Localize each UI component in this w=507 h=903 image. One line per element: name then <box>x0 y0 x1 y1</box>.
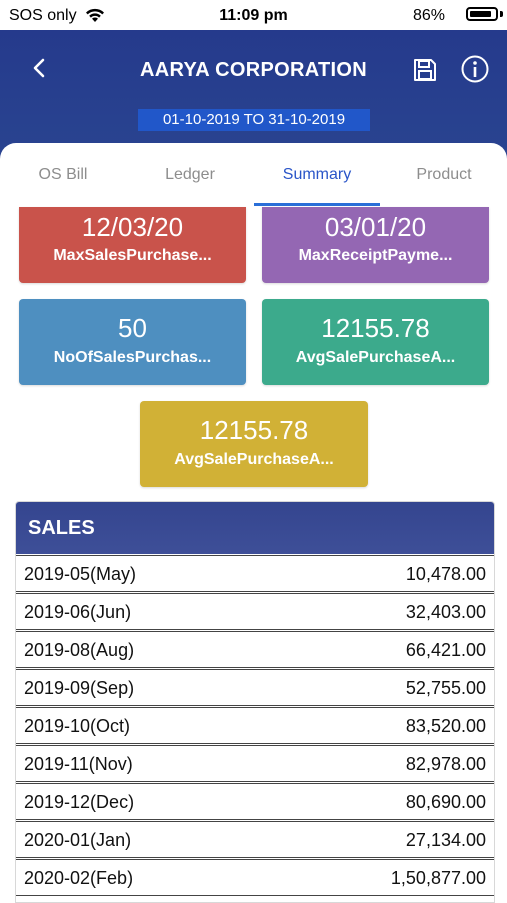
row-period: 2019-05(May) <box>24 564 137 584</box>
tab-bar: OS Bill Ledger Summary Product <box>0 143 507 207</box>
sales-table: SALES 2019-05(May) 10,478.00 2019-06(Jun) 3… <box>15 501 495 903</box>
row-amount: 80,690.00 <box>405 792 486 812</box>
avg-sale-purchase-tile[interactable]: 12155.78 AvgSalePurchaseA... <box>262 299 489 385</box>
row-period: 2019-11(Nov) <box>24 754 133 774</box>
row-amount: 82,978.00 <box>405 754 486 774</box>
table-row[interactable]: 2020-01(Jan) 27,134.00 <box>16 821 494 858</box>
row-amount: 66,421.00 <box>405 640 486 660</box>
tile-label: AvgSalePurchaseA... <box>174 451 334 468</box>
table-row[interactable]: 2019-09(Sep) 52,755.00 <box>16 669 494 706</box>
tile-value: 12155.78 <box>199 415 309 445</box>
tab-summary[interactable]: Summary <box>282 166 352 183</box>
wifi-icon <box>86 8 104 22</box>
sales-title: SALES <box>16 502 494 554</box>
tile-label: MaxReceiptPayme... <box>298 247 453 264</box>
clock: 11:09 pm <box>219 7 288 24</box>
active-tab-indicator <box>254 203 380 206</box>
table-row[interactable]: 2019-06(Jun) 32,403.00 <box>16 593 494 630</box>
tile-value: 03/01/20 <box>324 212 427 242</box>
sales-rows: 2019-05(May) 10,478.00 2019-06(Jun) 32,403.… <box>16 555 494 897</box>
table-row[interactable]: 2019-05(May) 10,478.00 <box>16 555 494 592</box>
tile-label: MaxSalesPurchase... <box>53 247 212 264</box>
row-amount: 1,50,877.00 <box>390 868 486 888</box>
battery-icon <box>466 7 498 21</box>
info-icon[interactable] <box>460 54 490 84</box>
tile-value: 12/03/20 <box>81 212 184 242</box>
table-row[interactable]: 2019-10(Oct) 83,520.00 <box>16 707 494 744</box>
tab-ledger[interactable]: Ledger <box>165 166 215 183</box>
row-amount: 32,403.00 <box>405 602 486 622</box>
row-amount: 27,134.00 <box>405 830 486 850</box>
row-period: 2019-12(Dec) <box>24 792 135 812</box>
carrier-label: SOS only <box>9 7 77 24</box>
date-range-label[interactable]: 01-10-2019 TO 31-10-2019 <box>138 109 370 131</box>
row-period: 2019-10(Oct) <box>24 716 131 736</box>
back-arrow-icon[interactable] <box>28 56 52 80</box>
save-icon[interactable] <box>412 57 438 83</box>
row-amount: 83,520.00 <box>405 716 486 736</box>
row-period: 2020-02(Feb) <box>24 868 134 888</box>
status-bar: SOS only 11:09 pm 86% <box>0 0 507 30</box>
table-row[interactable]: 2019-08(Aug) 66,421.00 <box>16 631 494 668</box>
row-amount: 52,755.00 <box>405 678 486 698</box>
page-title: AARYA CORPORATION <box>140 59 367 81</box>
tab-product[interactable]: Product <box>416 166 472 183</box>
avg-sale-purchase-tile-2[interactable]: 12155.78 AvgSalePurchaseA... <box>140 401 368 487</box>
tile-value: 50 <box>118 313 147 343</box>
tab-os-bill[interactable]: OS Bill <box>38 166 88 183</box>
table-row[interactable]: 2019-12(Dec) 80,690.00 <box>16 783 494 820</box>
tile-value: 12155.78 <box>321 313 430 343</box>
battery-tip <box>500 11 503 17</box>
row-period: 2019-08(Aug) <box>24 640 135 660</box>
no-of-sales-purchase-tile[interactable]: 50 NoOfSalesPurchas... <box>19 299 246 385</box>
row-period: 2019-06(Jun) <box>24 602 132 622</box>
row-amount: 10,478.00 <box>405 564 486 584</box>
table-row[interactable]: 2020-02(Feb) 1,50,877.00 <box>16 859 494 896</box>
table-row[interactable]: 2019-11(Nov) 82,978.00 <box>16 745 494 782</box>
battery-percentage: 86% <box>412 7 445 24</box>
max-sales-purchase-tile[interactable]: 12/03/20 MaxSalesPurchase... <box>19 207 246 283</box>
tile-label: NoOfSalesPurchas... <box>53 349 212 366</box>
row-period: 2020-01(Jan) <box>24 830 132 850</box>
max-receipt-payment-tile[interactable]: 03/01/20 MaxReceiptPayme... <box>262 207 489 283</box>
tile-label: AvgSalePurchaseA... <box>295 349 456 366</box>
row-period: 2019-09(Sep) <box>24 678 135 698</box>
